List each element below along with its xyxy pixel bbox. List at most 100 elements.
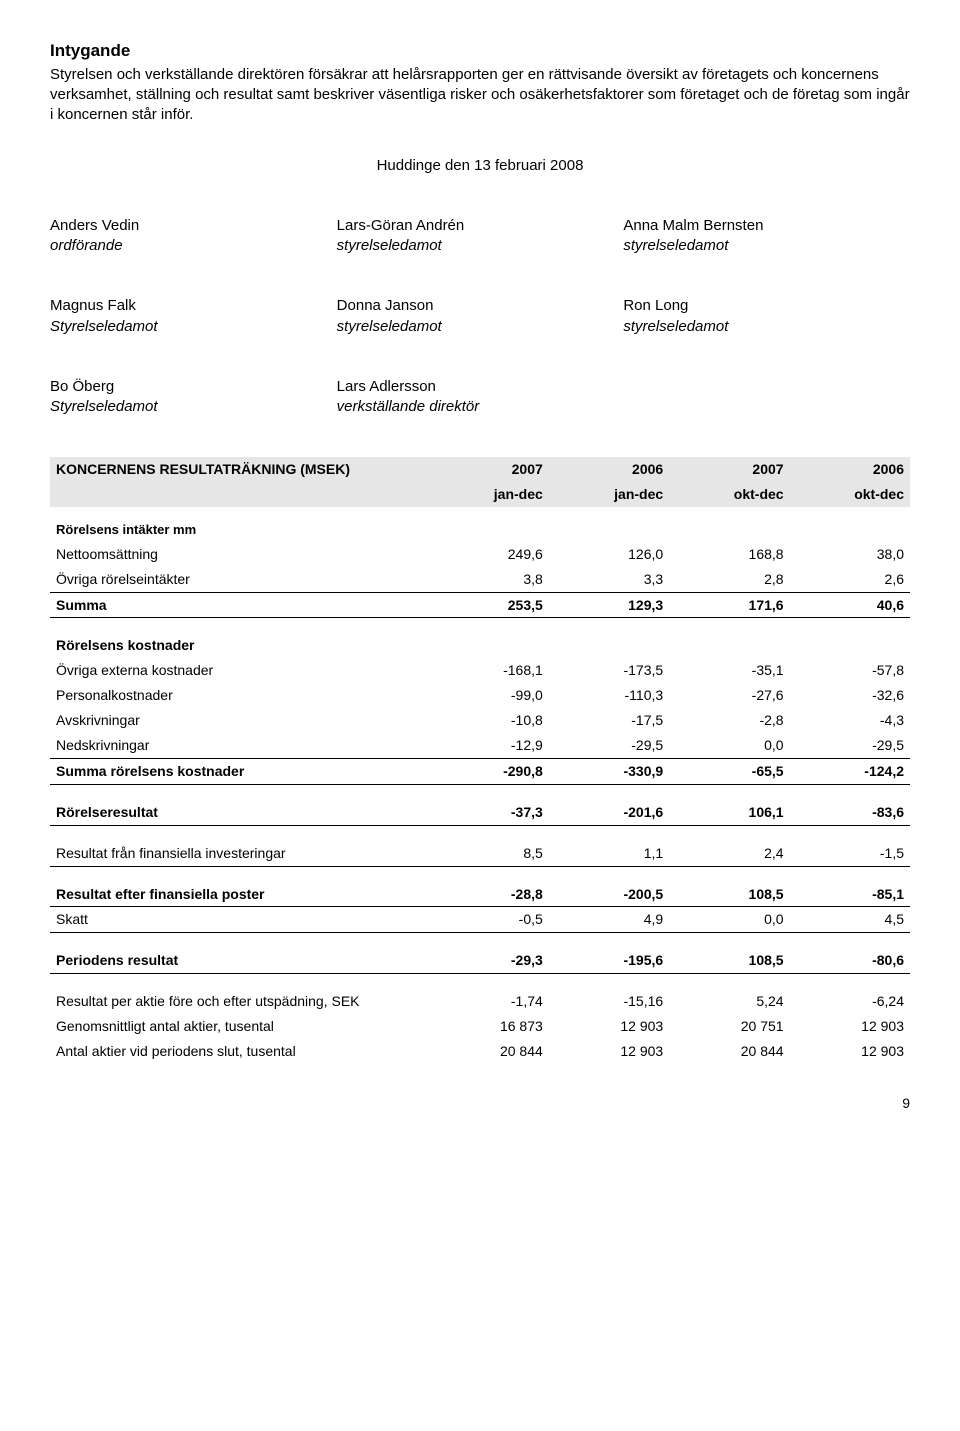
- signature: Magnus Falk Styrelseledamot: [50, 296, 337, 337]
- cell: -290,8: [428, 758, 548, 784]
- signature-row-1: Anders Vedin ordförande Lars-Göran André…: [50, 216, 910, 257]
- section-head: Rörelsens intäkter mm: [50, 507, 910, 542]
- cell: 20 751: [669, 1014, 789, 1039]
- cell: -10,8: [428, 708, 548, 733]
- cell: 253,5: [428, 592, 548, 618]
- cell: 4,9: [549, 907, 669, 933]
- row-label: Genomsnittligt antal aktier, tusental: [50, 1014, 428, 1039]
- cell: 20 844: [428, 1039, 548, 1064]
- cell: -29,5: [549, 733, 669, 758]
- page-number: 9: [50, 1094, 910, 1113]
- row-label: Nettoomsättning: [50, 542, 428, 567]
- cell: 40,6: [790, 592, 910, 618]
- cell: 4,5: [790, 907, 910, 933]
- signature: Lars Adlersson verkställande direktör: [337, 377, 624, 418]
- year-col: 2007: [428, 457, 548, 482]
- sig-name: Lars Adlersson: [337, 377, 624, 397]
- table-row: Övriga rörelseintäkter 3,8 3,3 2,8 2,6: [50, 567, 910, 592]
- cell: 0,0: [669, 907, 789, 933]
- sig-name: Bo Öberg: [50, 377, 337, 397]
- cell: -330,9: [549, 758, 669, 784]
- table-row: Antal aktier vid periodens slut, tusenta…: [50, 1039, 910, 1064]
- intygande-title: Intygande: [50, 40, 910, 63]
- cell: 2,4: [669, 825, 789, 866]
- row-label: Resultat per aktie före och efter utspäd…: [50, 974, 428, 1014]
- period-col: okt-dec: [669, 482, 789, 507]
- signature: Bo Öberg Styrelseledamot: [50, 377, 337, 418]
- cell: -201,6: [549, 784, 669, 825]
- cell: -29,5: [790, 733, 910, 758]
- row-label: Summa rörelsens kostnader: [50, 758, 428, 784]
- cell: 5,24: [669, 974, 789, 1014]
- cell: -195,6: [549, 933, 669, 974]
- section-head-label: Rörelsens intäkter mm: [56, 522, 196, 537]
- table-row: Nettoomsättning 249,6 126,0 168,8 38,0: [50, 542, 910, 567]
- cell: -27,6: [669, 683, 789, 708]
- row-label: Summa: [50, 592, 428, 618]
- cell: -110,3: [549, 683, 669, 708]
- sig-name: Anders Vedin: [50, 216, 337, 236]
- signature: Ron Long styrelseledamot: [623, 296, 910, 337]
- cell: -57,8: [790, 658, 910, 683]
- cell: 2,6: [790, 567, 910, 592]
- cell: 171,6: [669, 592, 789, 618]
- signature-row-3: Bo Öberg Styrelseledamot Lars Adlersson …: [50, 377, 910, 418]
- intygande-body: Styrelsen och verkställande direktören f…: [50, 65, 910, 126]
- sig-name: Magnus Falk: [50, 296, 337, 316]
- cell: -29,3: [428, 933, 548, 974]
- cell: -65,5: [669, 758, 789, 784]
- table-row: Personalkostnader -99,0 -110,3 -27,6 -32…: [50, 683, 910, 708]
- sig-role: Styrelseledamot: [50, 397, 337, 417]
- signature-row-2: Magnus Falk Styrelseledamot Donna Janson…: [50, 296, 910, 337]
- table-title: KONCERNENS RESULTATRÄKNING (MSEK): [50, 457, 428, 482]
- cell: 16 873: [428, 1014, 548, 1039]
- row-label: Övriga externa kostnader: [50, 658, 428, 683]
- year-col: 2006: [549, 457, 669, 482]
- table-row: Genomsnittligt antal aktier, tusental 16…: [50, 1014, 910, 1039]
- table-row-summary: Periodens resultat -29,3 -195,6 108,5 -8…: [50, 933, 910, 974]
- table-row: Övriga externa kostnader -168,1 -173,5 -…: [50, 658, 910, 683]
- cell: 1,1: [549, 825, 669, 866]
- cell: -173,5: [549, 658, 669, 683]
- sig-role: ordförande: [50, 236, 337, 256]
- cell: 3,8: [428, 567, 548, 592]
- blank: [50, 482, 428, 507]
- row-label: Avskrivningar: [50, 708, 428, 733]
- table-header-periods: jan-dec jan-dec okt-dec okt-dec: [50, 482, 910, 507]
- table-row-summary: Summa rörelsens kostnader -290,8 -330,9 …: [50, 758, 910, 784]
- year-col: 2006: [790, 457, 910, 482]
- sig-name: Donna Janson: [337, 296, 624, 316]
- year-col: 2007: [669, 457, 789, 482]
- row-label: Resultat efter finansiella poster: [50, 866, 428, 907]
- signature: Donna Janson styrelseledamot: [337, 296, 624, 337]
- cell: 12 903: [790, 1014, 910, 1039]
- income-statement-table: KONCERNENS RESULTATRÄKNING (MSEK) 2007 2…: [50, 457, 910, 1063]
- row-label: Nedskrivningar: [50, 733, 428, 758]
- cell: 249,6: [428, 542, 548, 567]
- cell: 129,3: [549, 592, 669, 618]
- cell: -80,6: [790, 933, 910, 974]
- date-line: Huddinge den 13 februari 2008: [50, 156, 910, 176]
- cell: 108,5: [669, 933, 789, 974]
- period-col: okt-dec: [790, 482, 910, 507]
- cell: -85,1: [790, 866, 910, 907]
- table-row: Skatt -0,5 4,9 0,0 4,5: [50, 907, 910, 933]
- cell: 8,5: [428, 825, 548, 866]
- sig-role: verkställande direktör: [337, 397, 624, 417]
- section-head: Rörelsens kostnader: [50, 618, 910, 658]
- table-row-summary: Rörelseresultat -37,3 -201,6 106,1 -83,6: [50, 784, 910, 825]
- cell: 12 903: [790, 1039, 910, 1064]
- row-label: Antal aktier vid periodens slut, tusenta…: [50, 1039, 428, 1064]
- signature: [623, 377, 910, 418]
- section-head-label: Rörelsens kostnader: [56, 637, 195, 653]
- cell: -83,6: [790, 784, 910, 825]
- row-label: Personalkostnader: [50, 683, 428, 708]
- cell: 20 844: [669, 1039, 789, 1064]
- sig-role: styrelseledamot: [337, 236, 624, 256]
- cell: -2,8: [669, 708, 789, 733]
- cell: -99,0: [428, 683, 548, 708]
- sig-role: Styrelseledamot: [50, 317, 337, 337]
- cell: -168,1: [428, 658, 548, 683]
- period-col: jan-dec: [549, 482, 669, 507]
- row-label: Rörelseresultat: [50, 784, 428, 825]
